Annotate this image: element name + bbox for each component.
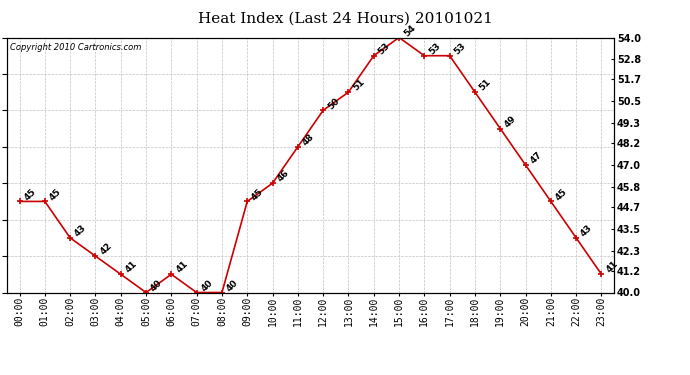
Text: 54: 54 bbox=[402, 23, 417, 38]
Text: 51: 51 bbox=[477, 78, 493, 93]
Text: 45: 45 bbox=[22, 187, 38, 202]
Text: Copyright 2010 Cartronics.com: Copyright 2010 Cartronics.com bbox=[10, 43, 141, 52]
Text: 42: 42 bbox=[98, 242, 114, 256]
Text: 51: 51 bbox=[351, 78, 366, 93]
Text: 41: 41 bbox=[124, 260, 139, 275]
Text: 53: 53 bbox=[427, 41, 442, 56]
Text: 46: 46 bbox=[275, 168, 290, 184]
Text: 45: 45 bbox=[48, 187, 63, 202]
Text: 53: 53 bbox=[453, 41, 468, 56]
Text: 41: 41 bbox=[174, 260, 190, 275]
Text: 45: 45 bbox=[553, 187, 569, 202]
Text: 43: 43 bbox=[73, 223, 88, 238]
Text: 40: 40 bbox=[199, 278, 215, 293]
Text: 48: 48 bbox=[301, 132, 316, 147]
Text: 41: 41 bbox=[604, 260, 620, 275]
Text: 47: 47 bbox=[529, 150, 544, 166]
Text: 40: 40 bbox=[149, 278, 164, 293]
Text: 49: 49 bbox=[503, 114, 518, 129]
Text: 53: 53 bbox=[377, 41, 392, 56]
Text: 40: 40 bbox=[225, 278, 240, 293]
Text: Heat Index (Last 24 Hours) 20101021: Heat Index (Last 24 Hours) 20101021 bbox=[197, 11, 493, 25]
Text: 50: 50 bbox=[326, 96, 341, 111]
Text: 43: 43 bbox=[579, 223, 594, 238]
Text: 45: 45 bbox=[250, 187, 266, 202]
